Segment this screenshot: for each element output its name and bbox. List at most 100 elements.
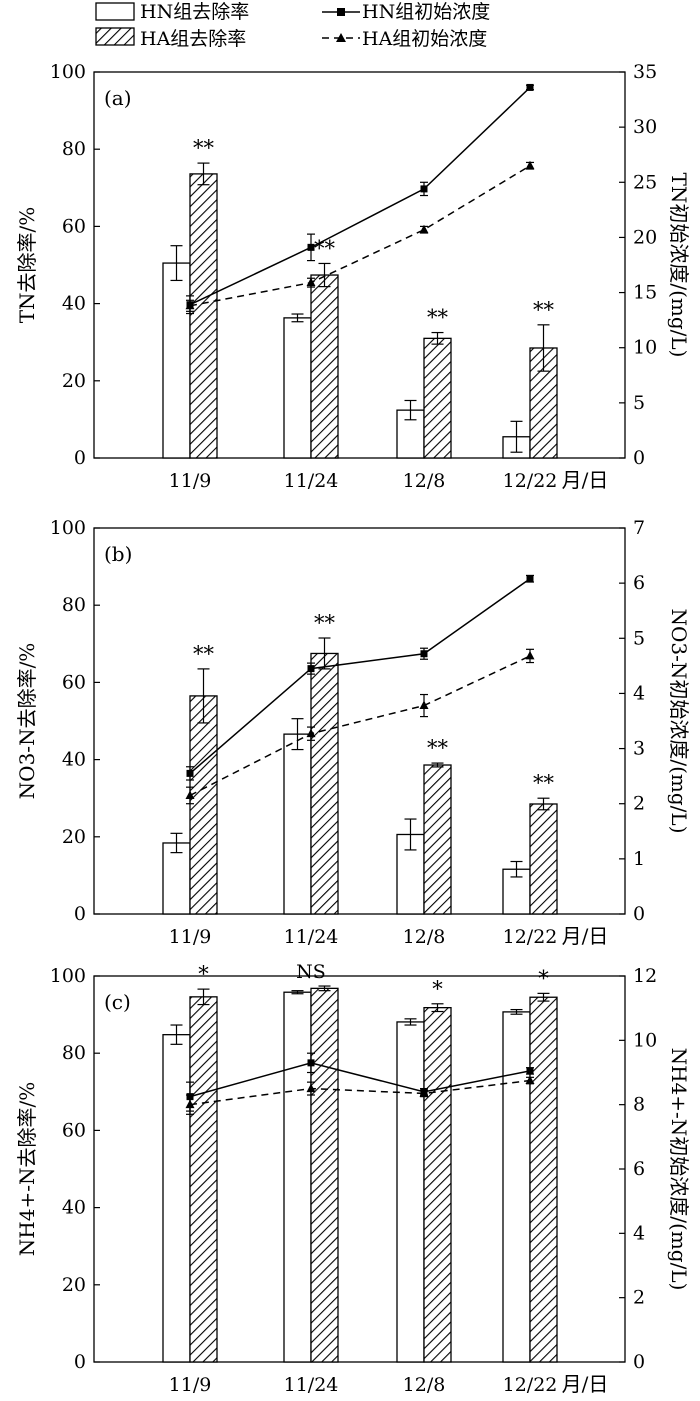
x-axis-label: 月/日 [562,468,609,492]
bar-hn [162,1034,191,1363]
line-ha-marker [525,160,535,170]
y-tick-label: 0 [74,1351,86,1373]
y2-axis-label: NO3-N初始浓度/(mg/L) [667,608,691,833]
line-ha-marker [525,650,535,660]
y-tick-label: 80 [62,1042,86,1064]
line-ha-marker [419,224,429,234]
bar-ha [423,764,452,915]
y-tick-label: 40 [62,749,86,771]
line-ha-marker [306,277,316,287]
plot-frame [93,527,626,915]
y-tick-label: 100 [50,61,86,83]
y2-tick-label: 15 [633,282,657,304]
line-hn-marker [420,185,428,193]
legend-label-ha-line: HA组初始浓度 [362,28,487,50]
y2-tick-label: 8 [633,1094,645,1116]
bar-hn [162,842,191,915]
x-axis-label: 月/日 [562,1372,609,1396]
significance-label: * [538,966,549,990]
significance-label: ** [193,136,215,160]
y2-tick-label: 0 [633,1351,645,1373]
x-axis-label: 月/日 [562,924,609,948]
y-tick-label: 100 [50,965,86,987]
y-axis-label: TN去除率/% [15,207,39,324]
y-axis-label: NH4+-N去除率/% [15,1082,39,1256]
y-tick-label: 20 [62,826,86,848]
x-tick-label: 11/9 [169,926,212,948]
line-hn-marker [526,83,534,91]
line-ha-marker [185,300,195,310]
bar-ha [529,996,558,1363]
legend-marker-ha-triangle [336,33,346,42]
y-tick-label: 80 [62,138,86,160]
bar-ha [529,803,558,915]
x-tick-label: 11/24 [284,1374,339,1396]
legend: HN组去除率 HA组去除率 HN组初始浓度 HA组初始浓度 [95,1,490,50]
y2-tick-label: 6 [633,1158,645,1180]
y2-tick-label: 2 [633,1287,645,1309]
significance-label: ** [533,771,555,795]
y-tick-label: 80 [62,594,86,616]
y-tick-label: 20 [62,1274,86,1296]
significance-label: NS [296,961,326,983]
y2-tick-label: 1 [633,848,645,870]
bar-hn [283,991,312,1363]
panel-1: 0 20 40 60 80 100 0 5 10 15 20 25 30 35 11/9 11/24 12/8 1… [15,61,691,492]
line-ha-marker [185,790,195,799]
legend-marker-hn-square [337,8,345,16]
bar-ha [310,652,339,915]
bar-hn [283,733,312,915]
line-ha-marker [306,728,316,738]
x-tick-label: 12/22 [503,470,558,492]
line-hn-marker [307,243,315,251]
bar-hn [283,317,312,459]
y2-tick-label: 0 [633,903,645,925]
y2-axis-label: NH4+-N初始浓度/(mg/L) [667,1048,691,1291]
x-tick-label: 12/8 [403,926,446,948]
y2-tick-label: 25 [633,171,657,193]
bar-ha [423,1007,452,1363]
line-ha-marker [185,1099,195,1109]
bar-ha [310,987,339,1363]
line-ha-marker [525,1075,535,1085]
legend-label-hn-line: HN组初始浓度 [362,1,490,23]
y-tick-label: 40 [62,293,86,315]
significance-label: ** [427,736,449,760]
line-hn [189,1062,531,1098]
y2-tick-label: 10 [633,337,657,359]
legend-swatch-ha-bar [95,27,135,46]
line-hn-marker [526,575,534,583]
panel-3: 0 20 40 60 80 100 0 2 4 6 8 10 12 11/9 11/24 12/8 12/22 月… [15,961,691,1396]
y-tick-label: 60 [62,215,86,237]
y2-tick-label: 20 [633,226,657,248]
y-tick-label: 20 [62,370,86,392]
x-tick-label: 11/24 [284,470,339,492]
panel-label: (c) [104,990,131,1014]
y2-tick-label: 5 [633,392,645,414]
panel-label: (a) [104,86,132,110]
significance-label: * [432,977,443,1001]
line-hn [189,578,531,774]
line-ha-marker [419,700,429,710]
panel-2: 0 20 40 60 80 100 0 1 2 3 4 5 6 7 11/9 11/24 12/8 12/22 月/… [15,517,691,948]
bar-hn [162,262,191,459]
y2-tick-label: 6 [633,572,645,594]
line-hn [189,86,531,306]
x-tick-label: 12/22 [503,1374,558,1396]
bar-ha [189,695,218,915]
x-tick-label: 12/22 [503,926,558,948]
x-tick-label: 11/9 [169,470,212,492]
y2-axis-label: TN初始浓度/(mg/L) [667,173,691,358]
significance-label: * [198,962,209,986]
y2-tick-label: 4 [633,682,645,704]
y-tick-label: 40 [62,1197,86,1219]
y-tick-label: 60 [62,1119,86,1141]
line-hn-marker [420,650,428,658]
y2-tick-label: 30 [633,116,657,138]
bar-ha [423,337,452,459]
y-tick-label: 0 [74,903,86,925]
x-tick-label: 12/8 [403,1374,446,1396]
significance-label: ** [427,306,449,330]
